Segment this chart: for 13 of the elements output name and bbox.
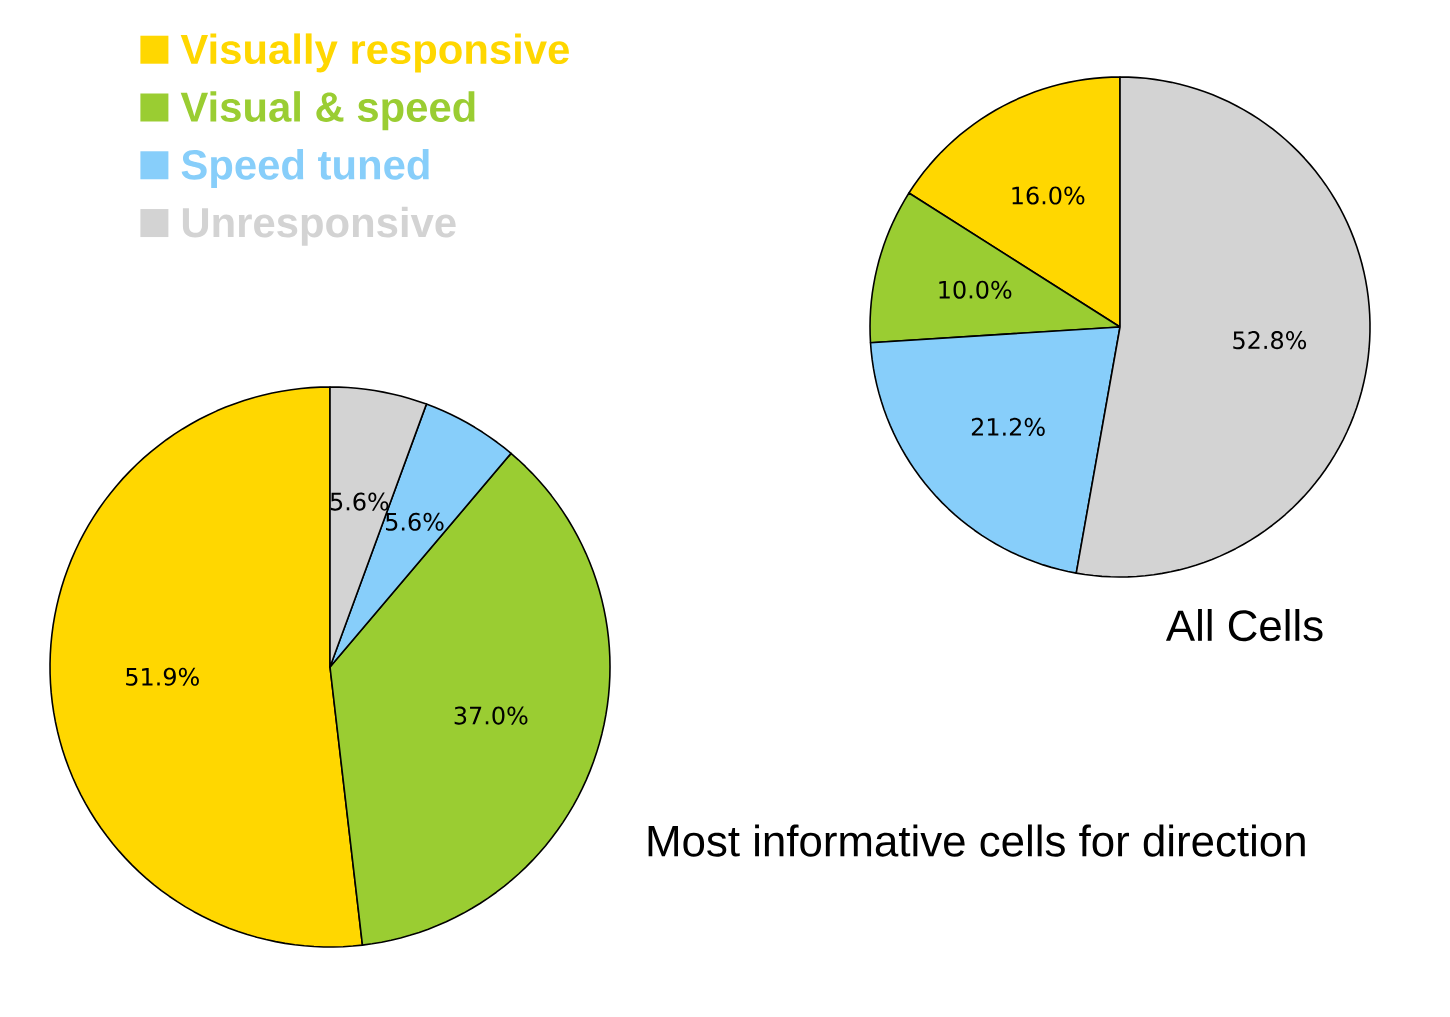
legend-label: Visual & speed bbox=[180, 91, 475, 131]
data-label: 52.8% bbox=[1233, 331, 1307, 350]
data-label: 16.0% bbox=[1012, 186, 1085, 205]
text: Most informative cells for direction bbox=[648, 824, 1305, 857]
data-label: 37.0% bbox=[454, 706, 528, 725]
data-label: 51.9% bbox=[126, 667, 199, 686]
legend-label: Visually responsive bbox=[180, 33, 569, 73]
data-label: 21.2% bbox=[971, 417, 1045, 436]
legend-label: Speed tuned bbox=[181, 148, 429, 188]
data-label: 5.6% bbox=[386, 512, 444, 531]
data-label: 5.6% bbox=[330, 492, 389, 511]
text: All Cells bbox=[1165, 609, 1323, 642]
data-label: 10.0% bbox=[939, 280, 1012, 299]
